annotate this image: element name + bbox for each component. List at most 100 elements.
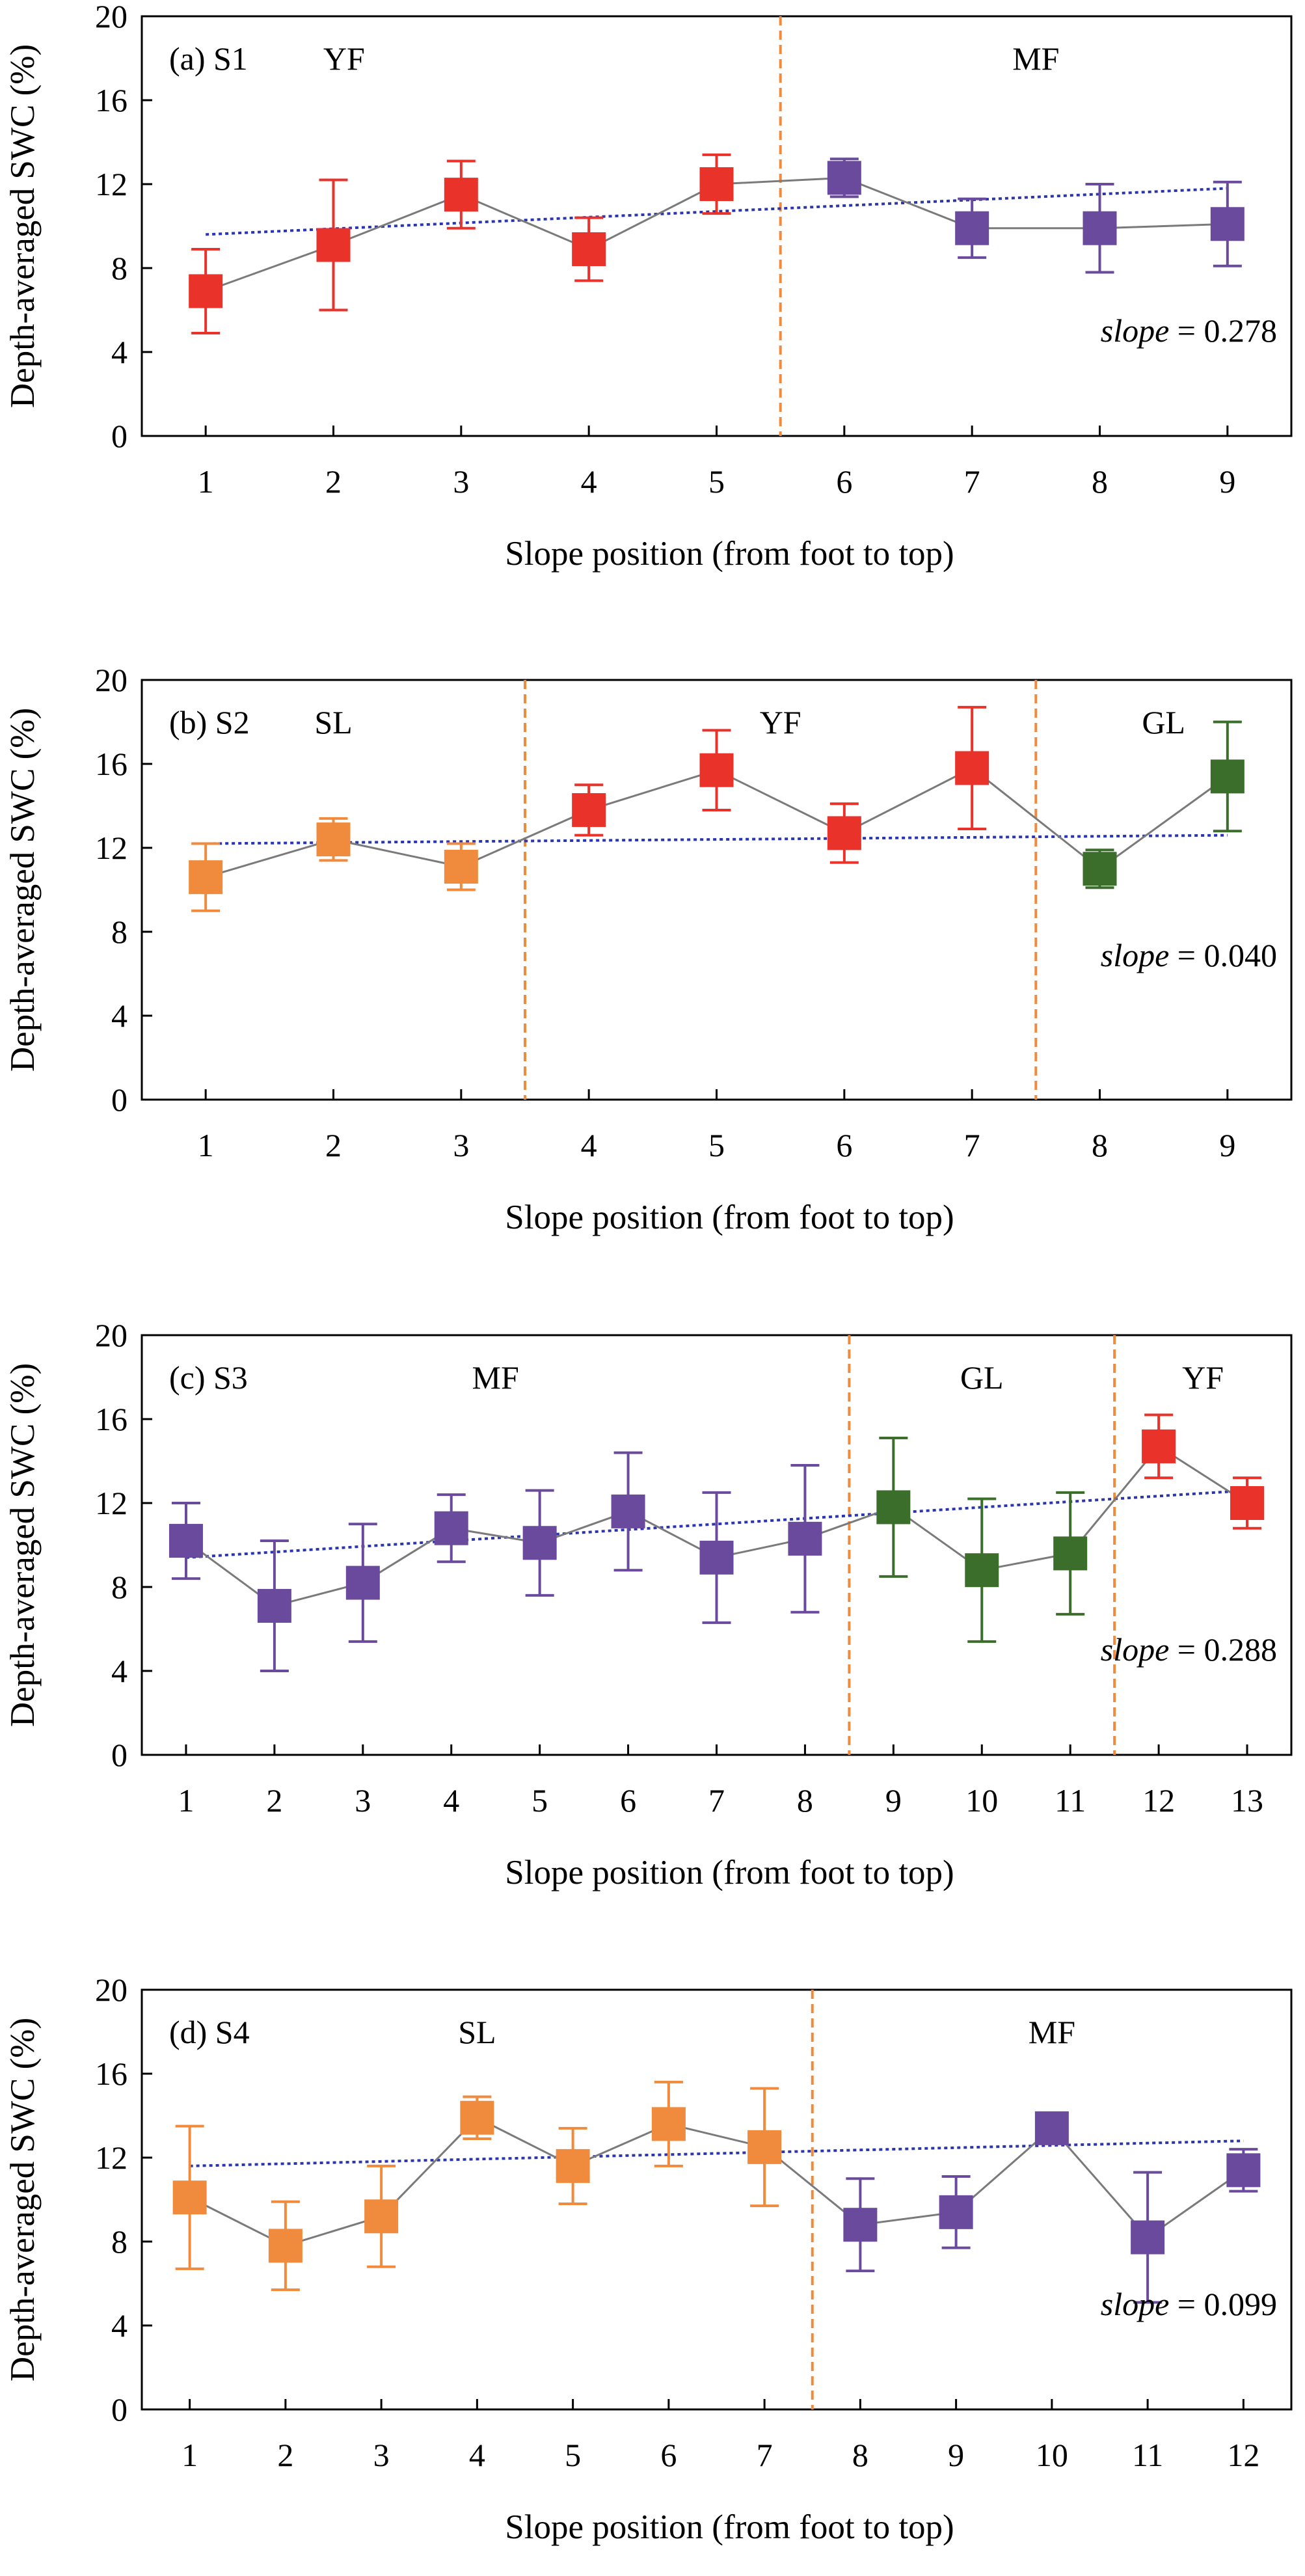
x-tick-label: 7 <box>708 1782 725 1819</box>
y-tick-label: 4 <box>111 997 128 1034</box>
data-point-sl <box>316 822 351 857</box>
data-point-sl <box>444 850 478 884</box>
y-tick-label: 16 <box>95 82 128 118</box>
data-point-yf <box>1230 1486 1265 1520</box>
slope-annotation: slope = 0.099 <box>1101 2286 1277 2322</box>
data-point-yf <box>1142 1429 1176 1463</box>
x-axis-label: Slope position (from foot to top) <box>505 535 954 573</box>
zone-label-sl: SL <box>458 2014 496 2050</box>
y-axis-label: Depth-averaged SWC (%) <box>4 2018 42 2381</box>
x-tick-label: 11 <box>1055 1782 1086 1819</box>
plot-frame <box>141 1988 1293 2411</box>
data-point-mf <box>827 161 861 195</box>
y-tick-label: 0 <box>111 1737 128 1773</box>
y-tick-label: 20 <box>95 1972 128 2008</box>
trend-line <box>206 187 1228 236</box>
x-tick-label: 9 <box>885 1782 902 1819</box>
panel-label: (a) S1 <box>169 40 248 77</box>
x-axis-label: Slope position (from foot to top) <box>505 1854 954 1891</box>
panel-label: (c) S3 <box>169 1359 248 1396</box>
data-point-mf <box>1226 2153 1261 2188</box>
data-point-mf <box>522 1526 557 1560</box>
x-axis-label: Slope position (from foot to top) <box>505 1199 954 1236</box>
data-point-mf <box>168 1524 203 1558</box>
x-tick-label: 10 <box>1036 2437 1068 2473</box>
data-point-gl <box>876 1490 911 1525</box>
x-tick-label: 1 <box>182 2437 198 2473</box>
x-tick-label: 3 <box>373 2437 390 2473</box>
x-tick-label: 6 <box>836 463 852 500</box>
trend-line <box>189 2139 1244 2167</box>
data-point-sl <box>172 2180 207 2215</box>
connector-line <box>189 2116 1244 2247</box>
slope-annotation: slope = 0.288 <box>1101 1631 1277 1668</box>
data-point-mf <box>939 2195 973 2229</box>
data-point-sl <box>556 2149 590 2183</box>
y-tick-label: 20 <box>95 0 128 34</box>
y-tick-label: 20 <box>95 662 128 698</box>
data-point-yf <box>572 232 606 266</box>
x-tick-label: 3 <box>355 1782 371 1819</box>
plot-frame <box>141 15 1293 437</box>
x-tick-label: 1 <box>198 463 214 500</box>
y-tick-label: 8 <box>111 250 128 286</box>
x-tick-label: 6 <box>620 1782 636 1819</box>
y-tick-label: 12 <box>95 2139 128 2176</box>
data-point-mf <box>1083 211 1117 245</box>
y-tick-label: 12 <box>95 830 128 866</box>
y-tick-label: 4 <box>111 2307 128 2344</box>
x-tick-label: 5 <box>565 2437 581 2473</box>
zone-label-gl: GL <box>1142 704 1185 740</box>
x-tick-label: 4 <box>443 1782 459 1819</box>
data-point-sl <box>651 2107 686 2141</box>
x-tick-label: 2 <box>325 463 342 500</box>
data-point-mf <box>1034 2111 1069 2145</box>
data-point-yf <box>827 816 861 850</box>
y-tick-label: 8 <box>111 1569 128 1605</box>
x-tick-label: 10 <box>965 1782 998 1819</box>
x-tick-label: 1 <box>178 1782 194 1819</box>
data-point-yf <box>699 167 734 201</box>
x-tick-label: 11 <box>1132 2437 1163 2473</box>
y-tick-label: 4 <box>111 334 128 370</box>
x-tick-label: 9 <box>948 2437 964 2473</box>
x-tick-label: 7 <box>964 463 980 500</box>
data-point-yf <box>189 274 223 308</box>
data-point-mf <box>611 1494 645 1528</box>
x-tick-label: 13 <box>1231 1782 1263 1819</box>
x-tick-label: 7 <box>757 2437 773 2473</box>
y-tick-label: 0 <box>111 1081 128 1118</box>
y-tick-label: 16 <box>95 746 128 782</box>
data-point-mf <box>1210 207 1244 241</box>
data-point-yf <box>316 228 351 262</box>
data-point-mf <box>1131 2220 1165 2255</box>
zone-label-yf: YF <box>1182 1359 1224 1396</box>
x-tick-label: 2 <box>266 1782 282 1819</box>
x-tick-label: 2 <box>325 1127 342 1163</box>
y-axis-label: Depth-averaged SWC (%) <box>4 44 42 408</box>
data-point-yf <box>572 793 606 827</box>
y-tick-label: 8 <box>111 914 128 950</box>
data-point-mf <box>434 1511 468 1545</box>
y-axis-label: Depth-averaged SWC (%) <box>4 1363 42 1727</box>
x-tick-label: 2 <box>277 2437 293 2473</box>
panel-label: (d) S4 <box>169 2014 250 2050</box>
y-axis-label: Depth-averaged SWC (%) <box>4 708 42 1072</box>
data-point-sl <box>747 2130 782 2164</box>
slope-annotation: slope = 0.040 <box>1101 937 1277 973</box>
x-tick-label: 5 <box>708 463 725 500</box>
data-point-yf <box>699 753 734 787</box>
y-tick-label: 0 <box>111 2391 128 2428</box>
y-tick-label: 0 <box>111 418 128 454</box>
x-tick-label: 3 <box>453 463 469 500</box>
data-point-yf <box>444 178 478 212</box>
data-point-gl <box>1053 1536 1088 1571</box>
x-tick-label: 6 <box>836 1127 852 1163</box>
x-tick-label: 8 <box>797 1782 813 1819</box>
x-tick-label: 9 <box>1219 1127 1235 1163</box>
zone-label-mf: MF <box>1029 2014 1075 2050</box>
